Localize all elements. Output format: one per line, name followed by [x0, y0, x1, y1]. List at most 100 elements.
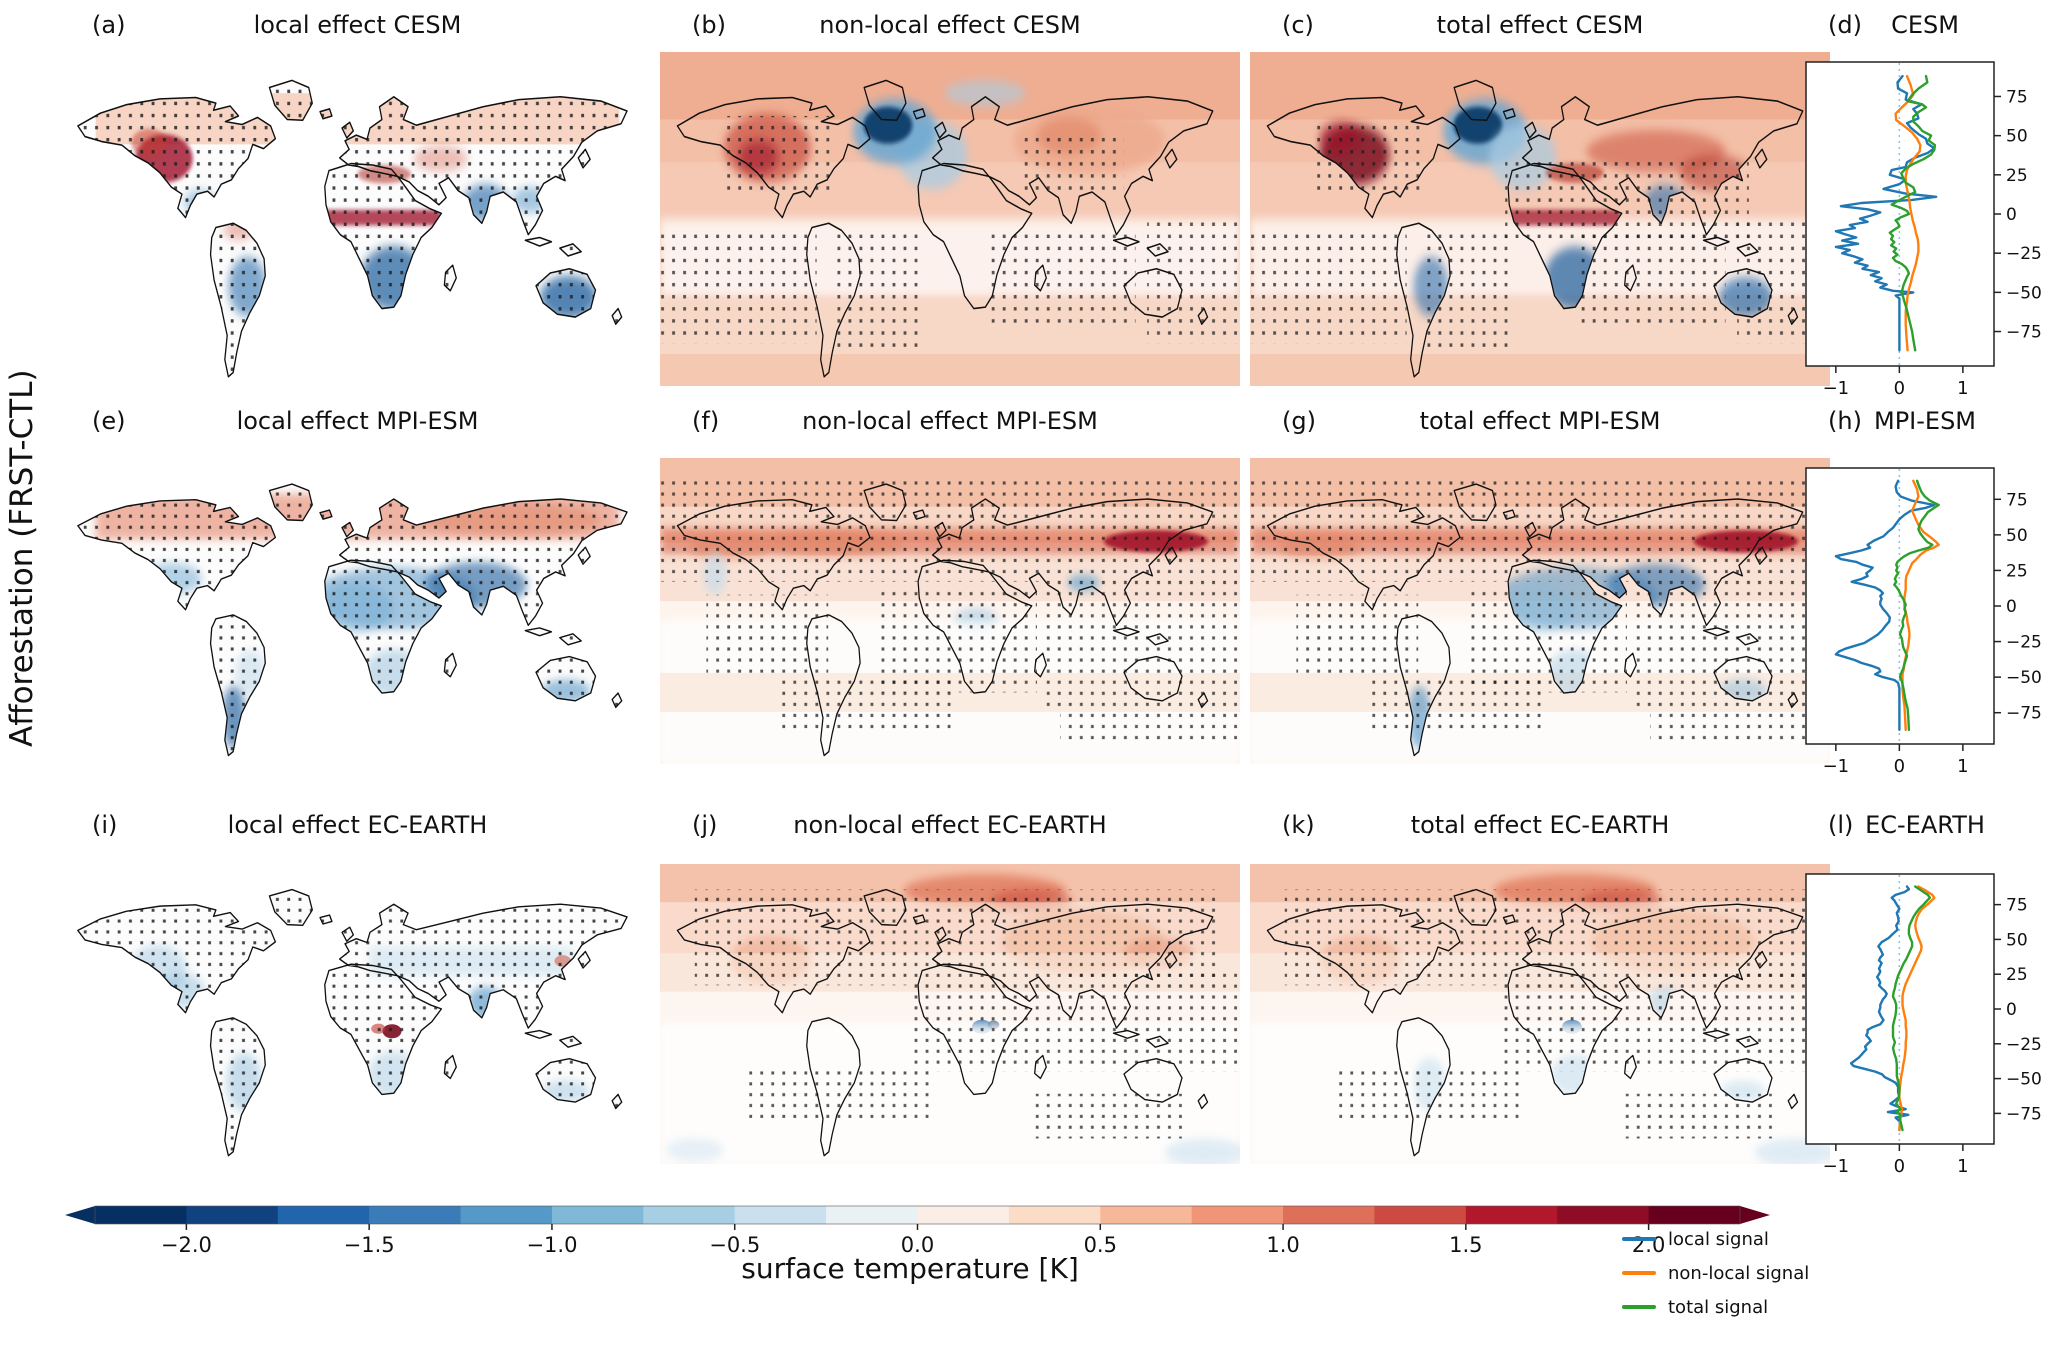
svg-text:−1.0: −1.0 [526, 1233, 577, 1257]
map-total-effect-ec-earth [1250, 864, 1830, 1164]
panel-title-text: EC-EARTH [1865, 811, 1985, 839]
legend-line-swatch [1622, 1237, 1656, 1241]
panel-letter: (b) [692, 11, 726, 39]
colorbar: −2.0 −1.5 −1.0 −0.5 0.0 0.5 1.0 1.5 2.0 [65, 1205, 1770, 1257]
zonal-plot-mpi-esm: 75 50 25 0 −25 −50 −75 −1 0 1 [1805, 467, 2042, 777]
legend-line-swatch [1622, 1271, 1656, 1275]
svg-text:25: 25 [2006, 965, 2028, 985]
svg-text:−25: −25 [2006, 633, 2042, 653]
svg-text:−1: −1 [1823, 756, 1850, 777]
panel-title-d: (d) CESM [1800, 8, 2050, 42]
panel-letter: (l) [1828, 811, 1854, 839]
panel-letter: (a) [92, 11, 126, 39]
panel-title-j: (j) non-local effect EC-EARTH [660, 808, 1240, 842]
panel-title-text: total effect EC-EARTH [1410, 811, 1670, 839]
svg-text:1: 1 [1957, 1156, 1968, 1177]
panel-letter: (e) [92, 407, 126, 435]
legend-line-swatch [1622, 1305, 1656, 1309]
svg-text:0.0: 0.0 [901, 1233, 934, 1257]
panel-title-e: (e) local effect MPI-ESM [60, 404, 655, 438]
panel-title-text: local effect CESM [253, 11, 462, 39]
panel-title-a: (a) local effect CESM [60, 8, 655, 42]
panel-title-g: (g) total effect MPI-ESM [1250, 404, 1830, 438]
svg-text:−2.0: −2.0 [161, 1233, 212, 1257]
svg-text:75: 75 [2006, 896, 2028, 916]
map-nonlocal-effect-mpi-esm [660, 458, 1240, 764]
panel-title-text: non-local effect EC-EARTH [793, 811, 1107, 839]
map-local-effect-mpi-esm [77, 483, 628, 757]
svg-text:75: 75 [2006, 87, 2028, 107]
panel-title-c: (c) total effect CESM [1250, 8, 1830, 42]
map-total-effect-mpi-esm [1250, 458, 1830, 764]
svg-text:0: 0 [1894, 1156, 1905, 1177]
panel-letter: (f) [692, 407, 720, 435]
svg-text:0: 0 [1894, 378, 1905, 399]
panel-letter: (d) [1828, 11, 1862, 39]
panel-letter: (c) [1282, 11, 1314, 39]
panel-title-b: (b) non-local effect CESM [660, 8, 1240, 42]
svg-text:0: 0 [2006, 597, 2017, 617]
panel-title-text: non-local effect CESM [819, 11, 1081, 39]
panel-letter: (g) [1282, 407, 1316, 435]
panel-letter: (j) [692, 811, 718, 839]
svg-text:0.5: 0.5 [1084, 1233, 1117, 1257]
panel-title-l: (l) EC-EARTH [1800, 808, 2050, 842]
legend: local signal non-local signal total signal [1622, 1222, 1809, 1324]
zonal-plot-cesm: 75 50 25 0 −25 −50 −75 −1 0 1 [1805, 61, 2042, 399]
svg-text:−25: −25 [2006, 244, 2042, 264]
svg-text:1: 1 [1957, 756, 1968, 777]
svg-text:−75: −75 [2006, 323, 2042, 343]
panel-title-f: (f) non-local effect MPI-ESM [660, 404, 1240, 438]
svg-text:−75: −75 [2006, 704, 2042, 724]
map-nonlocal-effect-ec-earth [660, 864, 1240, 1164]
panel-letter: (i) [92, 811, 118, 839]
svg-text:75: 75 [2006, 490, 2028, 510]
legend-label: local signal [1668, 1228, 1769, 1250]
panel-title-text: MPI-ESM [1873, 407, 1977, 435]
svg-text:50: 50 [2006, 526, 2028, 546]
svg-text:−0.5: −0.5 [709, 1233, 760, 1257]
svg-text:0: 0 [1894, 756, 1905, 777]
panel-title-text: total effect MPI-ESM [1419, 407, 1661, 435]
svg-text:−50: −50 [2006, 1070, 2042, 1090]
svg-text:−75: −75 [2006, 1104, 2042, 1124]
svg-text:50: 50 [2006, 930, 2028, 950]
zonal-plot-ec-earth: 75 50 25 0 −25 −50 −75 −1 0 1 [1805, 873, 2042, 1177]
legend-label: non-local signal [1668, 1262, 1810, 1284]
svg-text:−50: −50 [2006, 283, 2042, 303]
legend-item: local signal [1622, 1222, 1809, 1256]
panel-title-text: local effect MPI-ESM [236, 407, 479, 435]
svg-text:1: 1 [1957, 378, 1968, 399]
svg-text:25: 25 [2006, 166, 2028, 186]
svg-text:1.5: 1.5 [1449, 1233, 1482, 1257]
svg-text:1.0: 1.0 [1266, 1233, 1299, 1257]
panel-title-text: CESM [1891, 11, 1959, 39]
panel-title-k: (k) total effect EC-EARTH [1250, 808, 1830, 842]
svg-text:−1.5: −1.5 [344, 1233, 395, 1257]
svg-text:50: 50 [2006, 127, 2028, 147]
legend-item: total signal [1622, 1290, 1809, 1324]
map-local-effect-ec-earth [77, 888, 628, 1157]
panel-title-text: total effect CESM [1436, 11, 1644, 39]
figure-y-axis-label: Afforestation (FRST-CTL) [4, 369, 40, 747]
svg-text:0: 0 [2006, 1000, 2017, 1020]
svg-text:0: 0 [2006, 205, 2017, 225]
map-total-effect-cesm [1250, 52, 1830, 386]
svg-text:−50: −50 [2006, 668, 2042, 688]
panel-title-i: (i) local effect EC-EARTH [60, 808, 655, 842]
panel-title-text: non-local effect MPI-ESM [802, 407, 1098, 435]
legend-item: non-local signal [1622, 1256, 1809, 1290]
colorbar-label: surface temperature [K] [741, 1252, 1079, 1285]
svg-text:−1: −1 [1823, 1156, 1850, 1177]
map-nonlocal-effect-cesm [660, 52, 1240, 386]
legend-label: total signal [1668, 1296, 1769, 1318]
svg-text:−1: −1 [1823, 378, 1850, 399]
map-local-effect-cesm [77, 79, 628, 378]
panel-title-h: (h) MPI-ESM [1800, 404, 2050, 438]
panel-title-text: local effect EC-EARTH [227, 811, 488, 839]
svg-text:25: 25 [2006, 561, 2028, 581]
panel-letter: (h) [1828, 407, 1862, 435]
svg-text:−25: −25 [2006, 1035, 2042, 1055]
panel-letter: (k) [1282, 811, 1315, 839]
